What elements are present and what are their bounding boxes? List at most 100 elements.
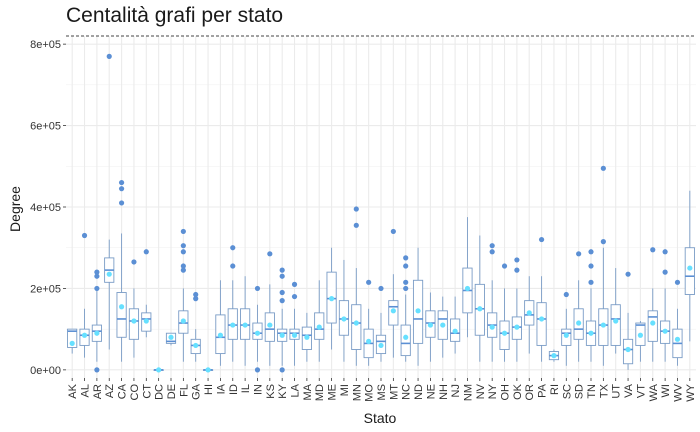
outlier-point — [403, 263, 409, 269]
box-ak — [67, 328, 78, 354]
box-wv — [672, 279, 683, 366]
outlier-point — [514, 257, 520, 263]
x-tick-label: CA — [117, 383, 129, 399]
x-tick-label: SD — [574, 384, 586, 399]
x-tick-label: WV — [672, 383, 684, 401]
mean-point — [452, 328, 458, 334]
box-in — [252, 285, 263, 373]
box-ut — [610, 268, 621, 354]
outlier-point — [193, 296, 199, 302]
x-tick-label: OR — [524, 384, 536, 401]
outlier-point — [291, 281, 298, 287]
mean-point — [625, 346, 631, 353]
box-rect — [67, 328, 78, 348]
outlier-point — [600, 239, 606, 245]
box-sc — [561, 291, 572, 366]
x-tick-label: KS — [265, 384, 277, 399]
x-tick-label: TN — [586, 384, 598, 399]
x-tick-label: SC — [561, 384, 573, 399]
x-tick-label: OK — [512, 383, 524, 400]
mean-point — [576, 320, 582, 326]
outlier-point — [279, 273, 285, 279]
x-tick-label: MA — [302, 383, 314, 400]
box-ri — [548, 349, 560, 362]
outlier-point — [662, 269, 668, 275]
box-va — [622, 271, 634, 370]
outlier-point — [131, 259, 137, 265]
mean-point — [551, 353, 557, 359]
x-axis: AK AL AR AZ CA CO CT DC DE FL GA HI IA ID IL IN KS KY LA MA… — [67, 378, 697, 402]
x-tick-label: NY — [487, 383, 499, 399]
mean-point — [156, 367, 162, 373]
x-tick-label: ME — [327, 384, 339, 401]
mean-point — [131, 318, 137, 324]
box-ne — [425, 292, 436, 362]
outlier-point — [538, 236, 545, 243]
box-rect — [351, 304, 362, 350]
x-tick-label: MD — [314, 384, 326, 401]
outlier-point — [81, 232, 88, 239]
box-mn — [351, 206, 362, 366]
x-tick-label: MS — [376, 384, 388, 401]
box-nv — [474, 235, 485, 362]
outlier-point — [366, 279, 372, 285]
outlier-point — [501, 263, 508, 269]
mean-point — [637, 332, 644, 338]
x-tick-label: VA — [623, 383, 635, 398]
box-rect — [647, 310, 658, 342]
y-tick-label: 4e+05 — [30, 202, 61, 214]
outlier-point — [94, 285, 100, 292]
outlier-point — [193, 291, 199, 298]
outlier-point — [118, 200, 125, 206]
box-wy — [684, 190, 695, 342]
outlier-point — [279, 267, 285, 273]
mean-point — [674, 336, 681, 342]
outlier-point — [403, 255, 409, 261]
box-tn — [585, 249, 597, 362]
box-al — [79, 232, 90, 358]
x-tick-label: LA — [290, 383, 302, 397]
mean-point — [563, 332, 569, 338]
box-or — [524, 276, 535, 354]
y-tick-label: 2e+05 — [30, 283, 61, 295]
box-ky — [277, 267, 288, 373]
outlier-point — [180, 249, 186, 255]
x-tick-label: NM — [462, 384, 474, 401]
box-ma — [301, 312, 312, 362]
x-tick-label: HI — [203, 384, 215, 395]
mean-point — [427, 322, 434, 328]
mean-point — [440, 322, 446, 328]
mean-point — [180, 318, 186, 324]
outlier-point — [588, 263, 594, 269]
box-co — [128, 259, 140, 358]
box-nc — [400, 255, 411, 362]
box-nj — [450, 296, 461, 354]
outlier-point — [279, 298, 285, 304]
x-tick-label: WI — [660, 384, 672, 397]
mean-point — [254, 330, 261, 336]
mean-point — [366, 338, 372, 344]
outlier-point — [180, 228, 186, 235]
outlier-point — [403, 285, 409, 292]
box-pa — [536, 236, 547, 362]
outlier-point — [489, 243, 495, 249]
outlier-point — [279, 289, 285, 296]
box-nd — [412, 247, 424, 366]
box-oh — [499, 263, 510, 362]
box-la — [289, 281, 300, 366]
box-ok — [511, 257, 522, 362]
box-rect — [116, 292, 127, 338]
x-tick-label: NJ — [450, 384, 462, 397]
box-il — [240, 276, 251, 366]
outlier-point — [563, 291, 569, 298]
box-ny — [487, 243, 498, 362]
mean-point — [489, 324, 495, 330]
y-tick-label: 0e+00 — [30, 365, 61, 377]
mean-point — [378, 342, 384, 349]
mean-point — [106, 271, 112, 277]
outlier-point — [106, 53, 112, 59]
box-ga — [190, 291, 201, 362]
mean-point — [662, 328, 668, 334]
x-tick-label: IA — [215, 383, 227, 394]
outlier-point — [94, 367, 100, 373]
